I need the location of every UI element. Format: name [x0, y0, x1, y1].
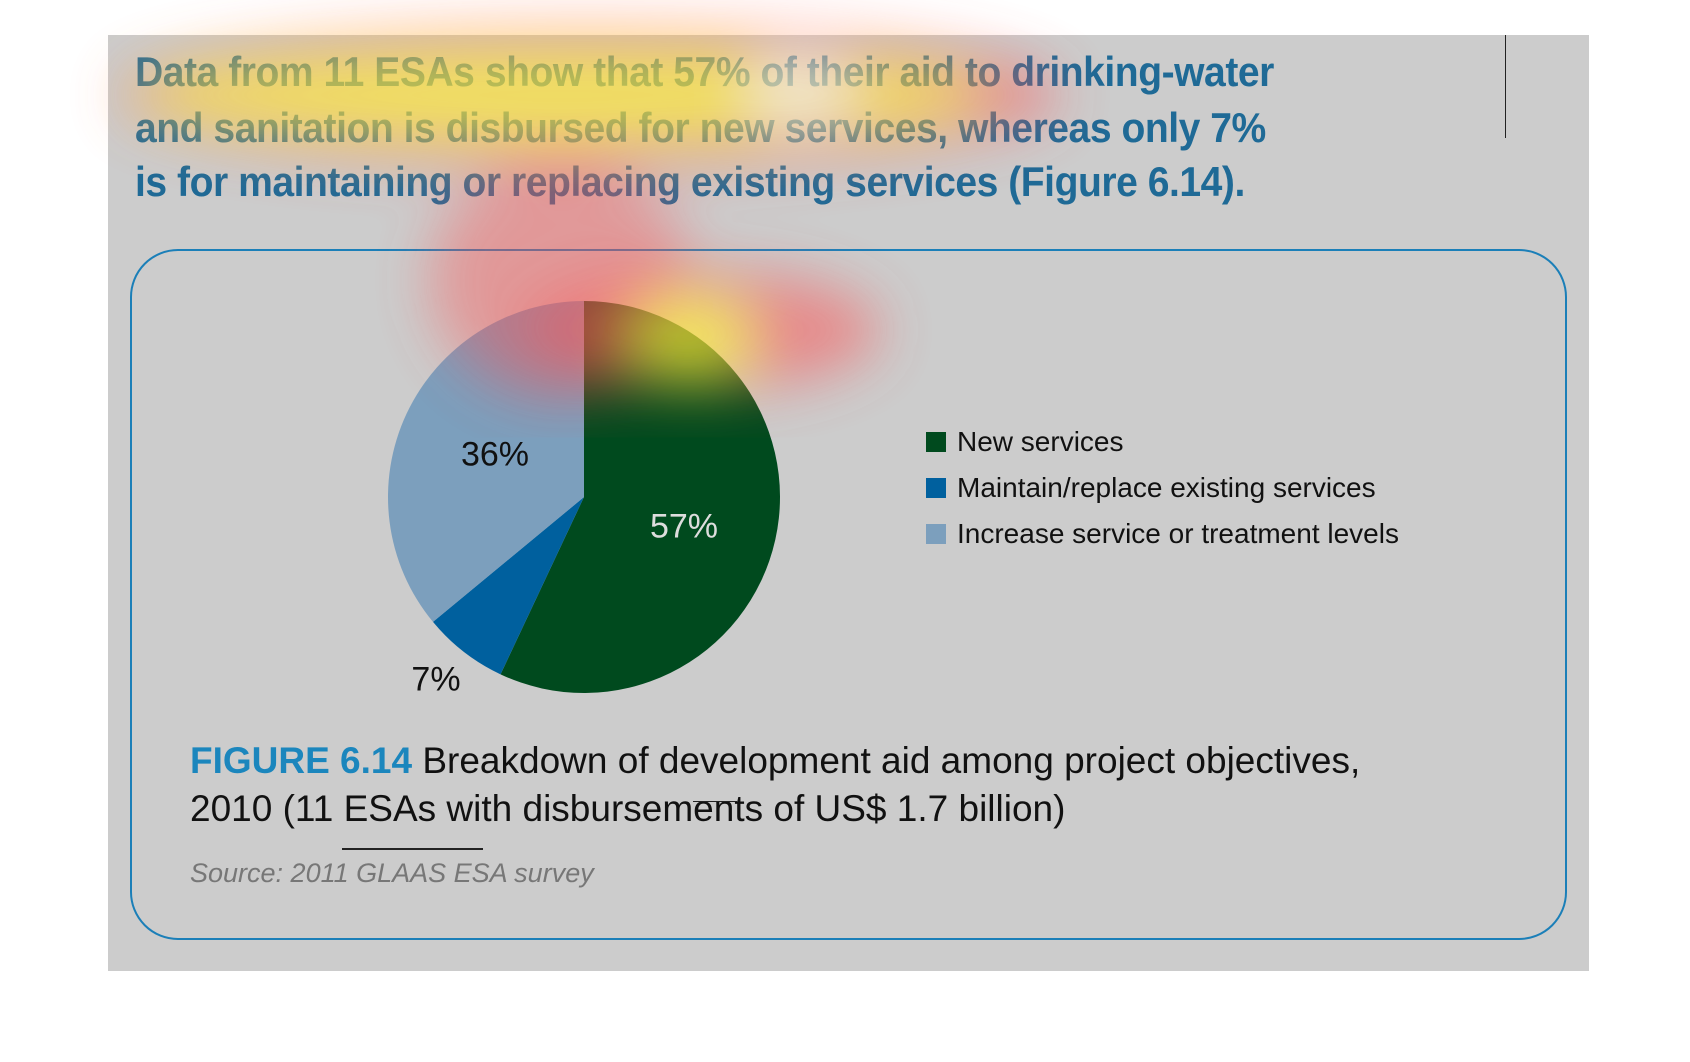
source-note: Source: 2011 GLAAS ESA survey: [190, 858, 594, 888]
figure-caption-line-2: 2010 (11 ESAs with disbursements of US$ …: [190, 788, 1066, 829]
legend-label: Increase service or treatment levels: [957, 518, 1399, 549]
slice-label-new: 57%: [649, 507, 719, 546]
figure-caption-line-1: FIGURE 6.14 Breakdown of development aid…: [190, 740, 1360, 782]
legend-item-increase: Increase service or treatment levels: [926, 518, 1399, 550]
figure-label: FIGURE 6.14: [190, 740, 413, 781]
pie-slice-maintain: [432, 497, 584, 675]
figure-box: [130, 249, 1567, 940]
slice-label-maintain: 7%: [411, 660, 461, 699]
pie-slice-new: [500, 301, 780, 694]
legend-swatch: [926, 432, 946, 452]
source-rule: [342, 848, 483, 850]
headline-line-3: is for maintaining or replacing existing…: [135, 158, 1245, 205]
legend-swatch: [926, 524, 946, 544]
margin-line: [1505, 35, 1506, 138]
legend-label: Maintain/replace existing services: [957, 472, 1376, 503]
legend-item-maintain: Maintain/replace existing services: [926, 472, 1376, 504]
page-background: [108, 35, 1589, 971]
caption-text: Breakdown of development aid among proje…: [422, 740, 1361, 781]
overline-mark: [693, 801, 737, 802]
legend-label: New services: [957, 426, 1124, 457]
legend-swatch: [926, 478, 946, 498]
legend-item-new: New services: [926, 426, 1123, 458]
slice-label-increase: 36%: [460, 435, 530, 474]
